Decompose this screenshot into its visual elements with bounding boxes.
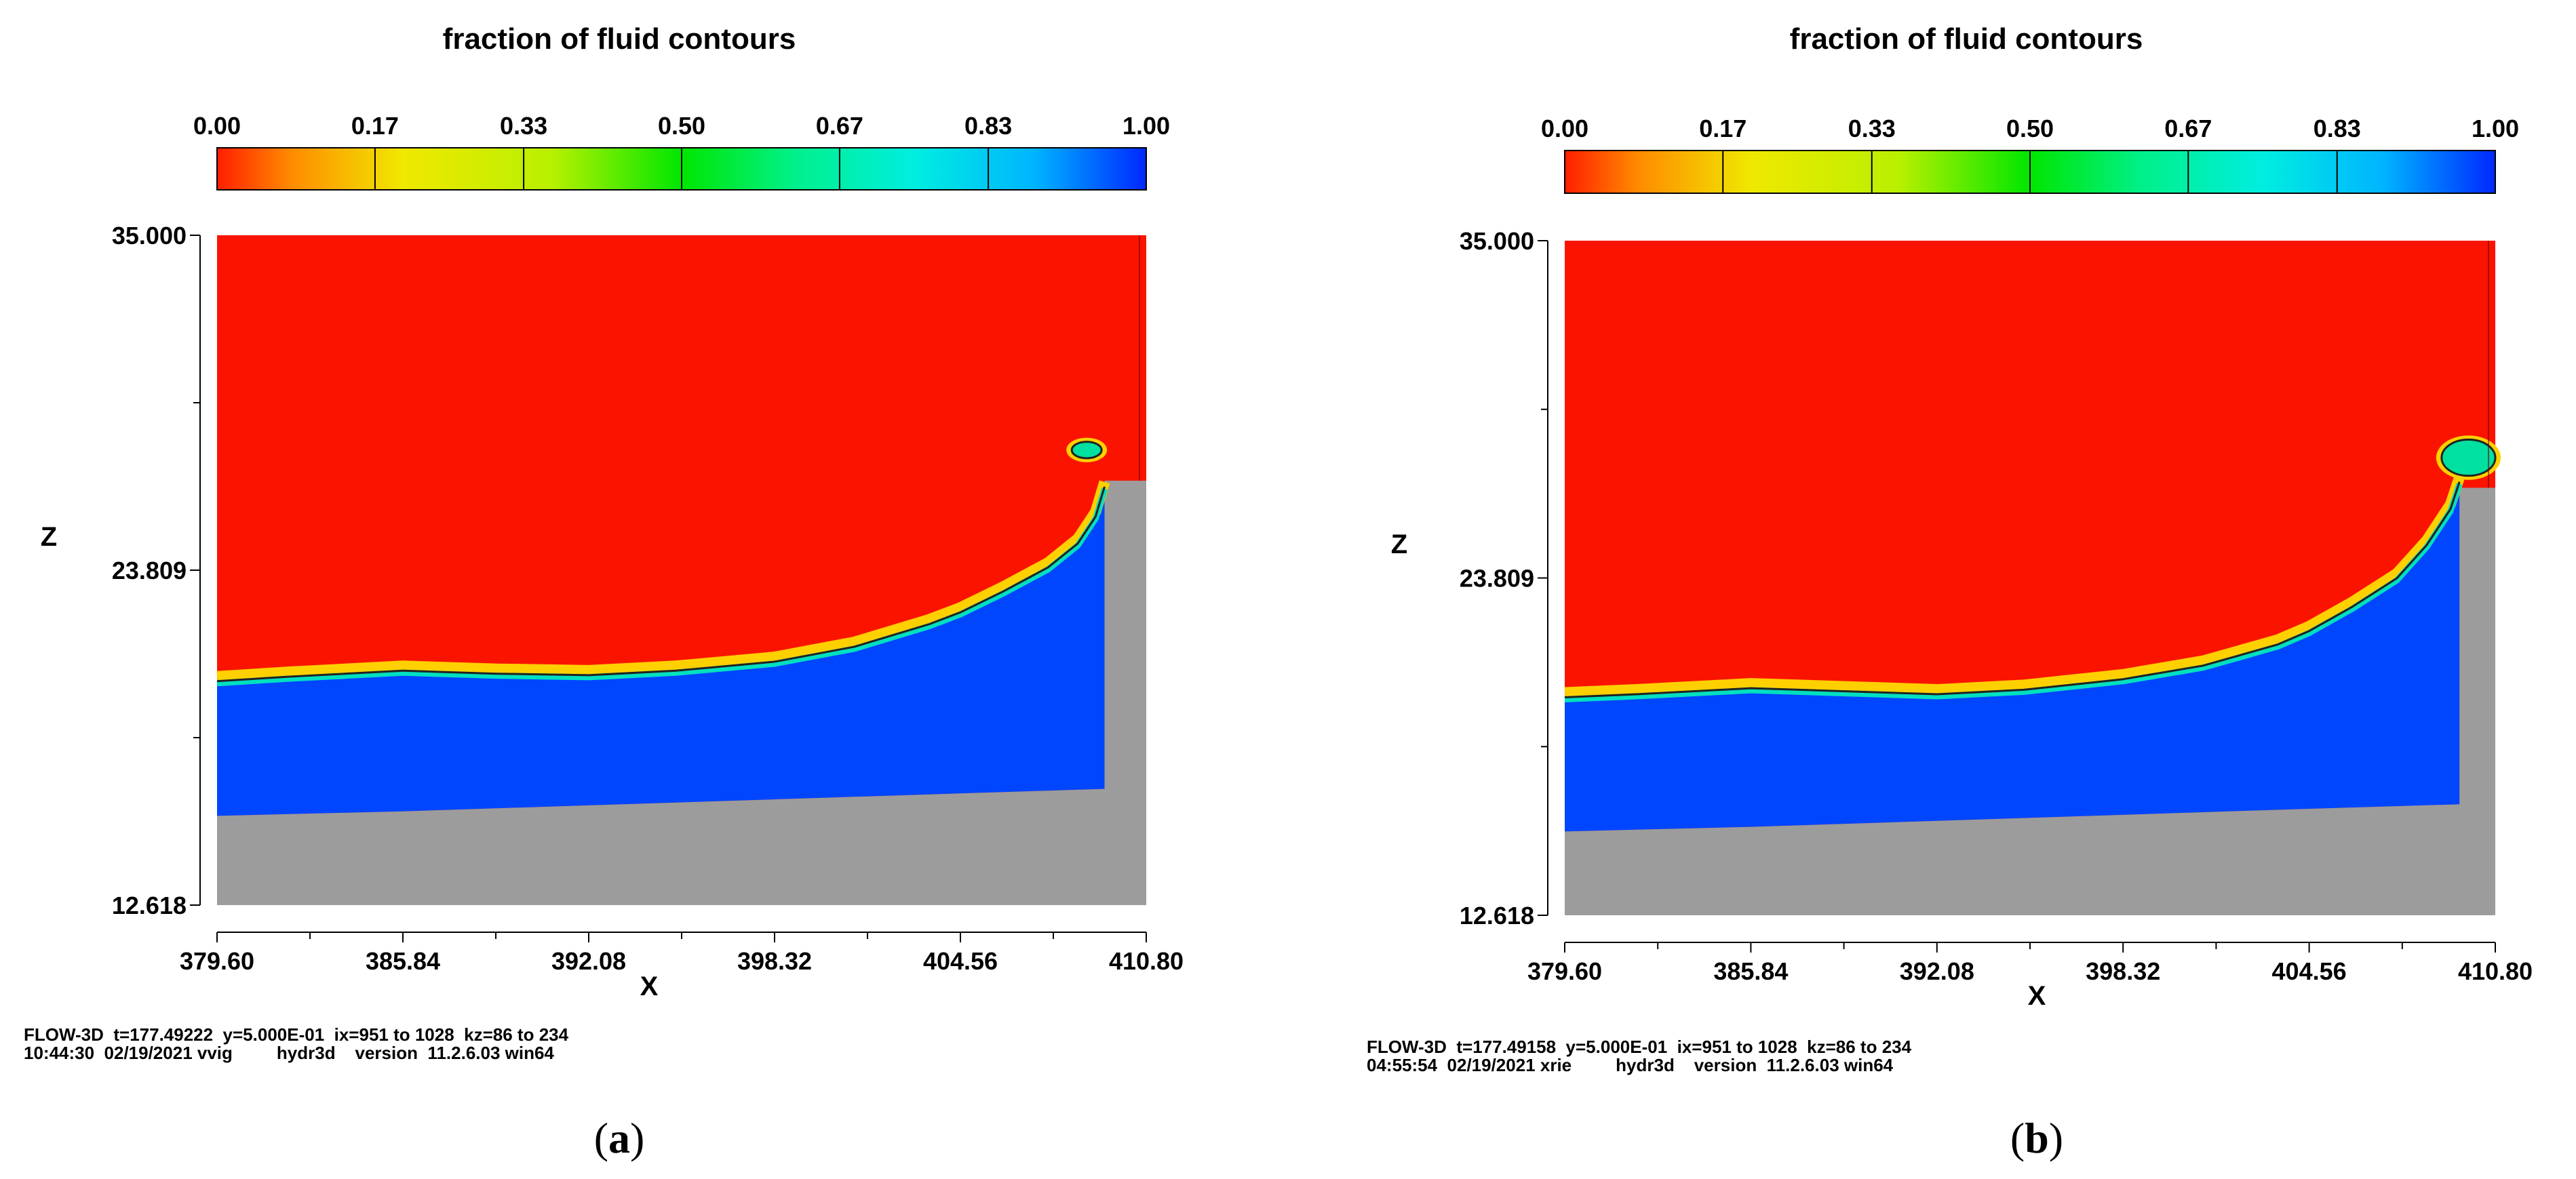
splash-droplet [2440,438,2497,477]
x-tick-label: 404.56 [2272,957,2347,985]
footer-line-1: FLOW-3D t=177.49222 y=5.000E-01 ix=951 t… [24,1024,569,1045]
x-tick-label: 392.08 [1900,957,1974,985]
colorbar: 0.00 0.17 0.33 0.50 0.67 0.83 1.00 [193,112,1170,191]
plot-area: 12.618 23.809 35.000 379.60 385.84 392.08 398.… [112,222,1184,975]
colorbar-tick-label: 0.17 [351,112,399,140]
y-axis-label: Z [41,522,57,552]
colorbar-tick-label: 0.67 [2164,115,2212,142]
colorbar-tick-label: 0.83 [964,112,1012,140]
colorbar-tick-label: 0.17 [1699,115,1746,142]
x-axis-label: X [640,972,659,1001]
splash-droplet [1070,441,1103,460]
colorbar-tick-label: 0.50 [2006,115,2054,142]
x-tick-label: 379.60 [180,947,254,975]
water-region [217,486,1105,816]
obstacle-region [217,480,1146,905]
colorbar-tick-label: 1.00 [2472,115,2519,142]
caption-b: (b) [2010,1114,2063,1162]
x-tick-label: 410.80 [2458,957,2533,985]
interface-contour-line [1564,481,2461,698]
caption-letter: a [608,1114,630,1162]
plot-area: 12.618 23.809 35.000 379.60 385.84 392.08 398.… [1460,227,2533,985]
colorbar: 0.00 0.17 0.33 0.50 0.67 0.83 1.00 [1541,115,2519,194]
x-tick-label: 404.56 [923,947,998,975]
panel-b: fraction of fluid contours 0.00 0.17 0.33 0… [1288,0,2576,1179]
caption-letter: b [2025,1114,2049,1162]
interface-cyan-band [1564,483,2463,702]
colorbar-tick-label: 0.00 [1541,115,1588,142]
y-tick-label: 35.000 [1460,227,1534,255]
colorbar-tick-label: 0.50 [658,112,705,140]
y-tick-label: 35.000 [112,222,187,249]
y-tick-label: 12.618 [1460,902,1534,930]
caption-a: (a) [594,1114,645,1162]
interface-yellow-band [216,480,1110,682]
water-region [1565,481,2460,832]
footer-line-2: 04:55:54 02/19/2021 xrie hydr3d version … [1367,1055,1894,1075]
x-axis-label: X [2028,981,2046,1011]
interface-contour-line [216,486,1106,683]
x-tick-label: 398.32 [737,947,812,975]
y-tick-label: 23.809 [112,557,187,584]
obstacle-region [1565,487,2495,915]
x-tick-label: 385.84 [1713,957,1788,985]
x-tick-label: 410.80 [1109,947,1184,975]
panel-a: fraction of fluid contours 0.00 0.17 0.33 0… [24,22,1184,1162]
chart-title: fraction of fluid contours [443,22,796,56]
x-tick-label: 398.32 [2086,957,2160,985]
colorbar-tick-label: 0.33 [500,112,547,140]
colorbar-tick-label: 0.83 [2314,115,2361,142]
interface-cyan-band [216,487,1108,687]
colorbar-tick-label: 0.00 [193,112,241,140]
colorbar-tick-label: 1.00 [1123,112,1170,140]
y-tick-label: 23.809 [1460,565,1534,593]
colorbar-tick-label: 0.33 [1848,115,1896,142]
y-axis-label: Z [1391,529,1407,559]
chart-title: fraction of fluid contours [1790,22,2143,56]
footer-line-1: FLOW-3D t=177.49158 y=5.000E-01 ix=951 t… [1367,1037,1912,1057]
colorbar-tick-label: 0.67 [816,112,863,140]
x-tick-label: 385.84 [366,947,440,975]
y-tick-label: 12.618 [112,892,187,919]
chart-a: fraction of fluid contours 0.00 0.17 0.33 0… [24,22,1184,1162]
x-tick-label: 379.60 [1527,957,1602,985]
footer-line-2: 10:44:30 02/19/2021 vvig hydr3d version … [24,1043,554,1063]
chart-b: fraction of fluid contours 0.00 0.17 0.33 0… [1367,22,2533,1162]
interface-yellow-band [1564,475,2465,698]
x-tick-label: 392.08 [551,947,626,975]
